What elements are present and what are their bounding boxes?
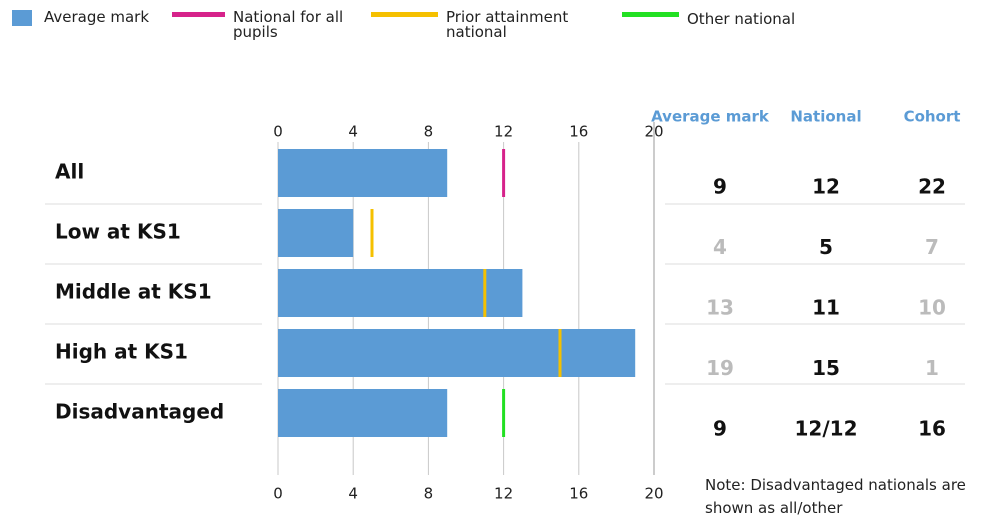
bar [278,329,636,377]
category-label: High at KS1 [55,340,188,364]
national-marker [370,209,374,257]
x-tick-label-top: 4 [348,123,358,141]
x-tick-label-bottom: 8 [424,485,434,503]
legend-swatch [12,10,32,26]
x-tick-label-bottom: 20 [644,485,663,503]
legend-label: National for all pupils [233,8,344,41]
national-marker [502,149,506,197]
category-label: Disadvantaged [55,400,224,424]
x-tick-label-bottom: 16 [569,485,588,503]
x-tick-label-top: 0 [273,123,283,141]
category-label: Low at KS1 [55,220,181,244]
bar [278,389,448,437]
table-cell: 10 [918,296,946,320]
note: Note: Disadvantaged nationals are shown … [705,476,966,517]
table-cell: 15 [812,356,840,380]
x-tick-label-top: 8 [424,123,434,141]
table-cell: 22 [918,175,946,199]
table-cell: 9 [713,175,727,199]
bar [278,149,448,197]
category-label: Middle at KS1 [55,280,212,304]
legend-label: Prior attainment national [446,8,569,41]
table-cell: 12/12 [795,417,858,441]
legend-label: Average mark [44,8,150,26]
category-label: All [55,160,84,184]
x-tick-label-top: 12 [494,123,513,141]
table-cell: 9 [713,417,727,441]
legend-swatch [622,12,679,17]
table-cell: 1 [925,356,939,380]
national-marker [558,329,562,377]
table-cell: 16 [918,417,946,441]
table-cell: 13 [706,296,734,320]
legend-swatch [371,12,438,17]
x-tick-label-top: 20 [644,123,663,141]
legend-label: Other national [687,10,796,28]
table-cell: 4 [713,235,727,259]
legend-swatch [172,12,225,17]
table-cell: 5 [819,235,833,259]
table-header: National [790,108,861,126]
bar [278,209,354,257]
table-header: Average mark [651,108,770,126]
national-marker [502,389,506,437]
x-tick-label-bottom: 12 [494,485,513,503]
table-cell: 19 [706,356,734,380]
x-tick-label-top: 16 [569,123,588,141]
table-cell: 12 [812,175,840,199]
table-cell: 7 [925,235,939,259]
bar [278,269,523,317]
national-marker [483,269,487,317]
table-cell: 11 [812,296,840,320]
table-header: Cohort [904,108,961,126]
x-tick-label-bottom: 0 [273,485,283,503]
x-tick-label-bottom: 4 [348,485,358,503]
